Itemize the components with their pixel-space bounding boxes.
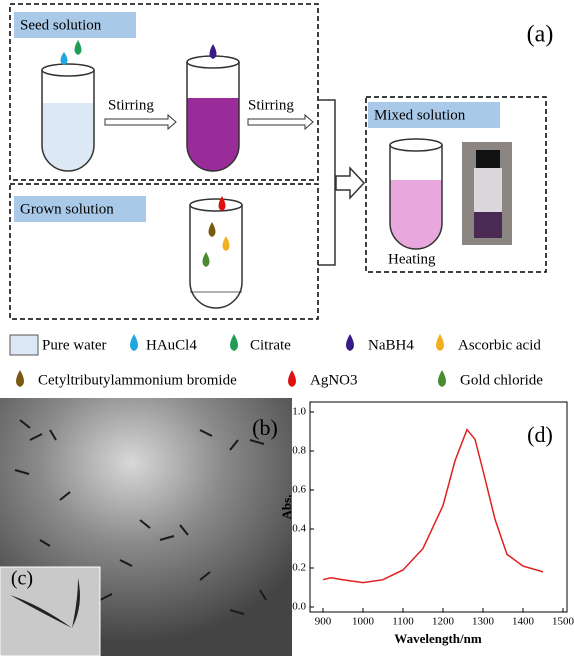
x-tick-label: 1200 xyxy=(432,616,455,628)
panel-label: (b) xyxy=(252,415,278,440)
y-axis-label: Abs. xyxy=(279,495,294,520)
y-tick-label: 0.6 xyxy=(292,484,306,496)
chart: 900 1000 1100 1200 1300 1400 1500 0.0 0.2 0.4 0.6 0… xyxy=(279,406,574,646)
line-series xyxy=(323,430,543,583)
x-tick-label: 900 xyxy=(315,616,332,628)
legend-label: Cetyltributylammonium bromide xyxy=(38,372,237,388)
x-tick-label: 1500 xyxy=(552,616,574,628)
y-tick-label: 0.0 xyxy=(292,601,306,613)
mixed-title: Mixed solution xyxy=(374,107,466,123)
seed-title: Seed solution xyxy=(20,17,102,33)
x-tick-label: 1000 xyxy=(352,616,375,628)
y-tick-label: 0.8 xyxy=(292,445,306,457)
y-tick-label: 0.2 xyxy=(292,562,306,574)
step-label: Stirring xyxy=(108,97,154,113)
figure: Seed solution Grown solution Mixed solut… xyxy=(0,0,574,656)
x-tick-label: 1100 xyxy=(392,616,414,628)
y-tick-label: 0.4 xyxy=(292,523,306,535)
legend-label: NaBH4 xyxy=(368,337,414,353)
y-tick-label: 1.0 xyxy=(292,406,306,418)
legend-label: HAuCl4 xyxy=(146,337,197,353)
grown-title: Grown solution xyxy=(20,201,114,217)
x-tick-label: 1400 xyxy=(512,616,535,628)
legend-label: Citrate xyxy=(250,337,291,353)
panel-label: (a) xyxy=(527,22,554,48)
vial-photo xyxy=(462,142,512,245)
step-label: Heating xyxy=(388,251,436,267)
tubes xyxy=(42,56,442,308)
legend-label: Pure water xyxy=(42,337,107,353)
panel-label: (d) xyxy=(527,422,553,447)
panel-label: (c) xyxy=(11,568,33,590)
legend-label: Ascorbic acid xyxy=(458,337,541,353)
x-tick-label: 1300 xyxy=(472,616,495,628)
x-axis-label: Wavelength/nm xyxy=(394,631,482,646)
legend-label: AgNO3 xyxy=(310,372,358,388)
step-label: Stirring xyxy=(248,97,294,113)
legend-label: Gold chloride xyxy=(460,372,543,388)
